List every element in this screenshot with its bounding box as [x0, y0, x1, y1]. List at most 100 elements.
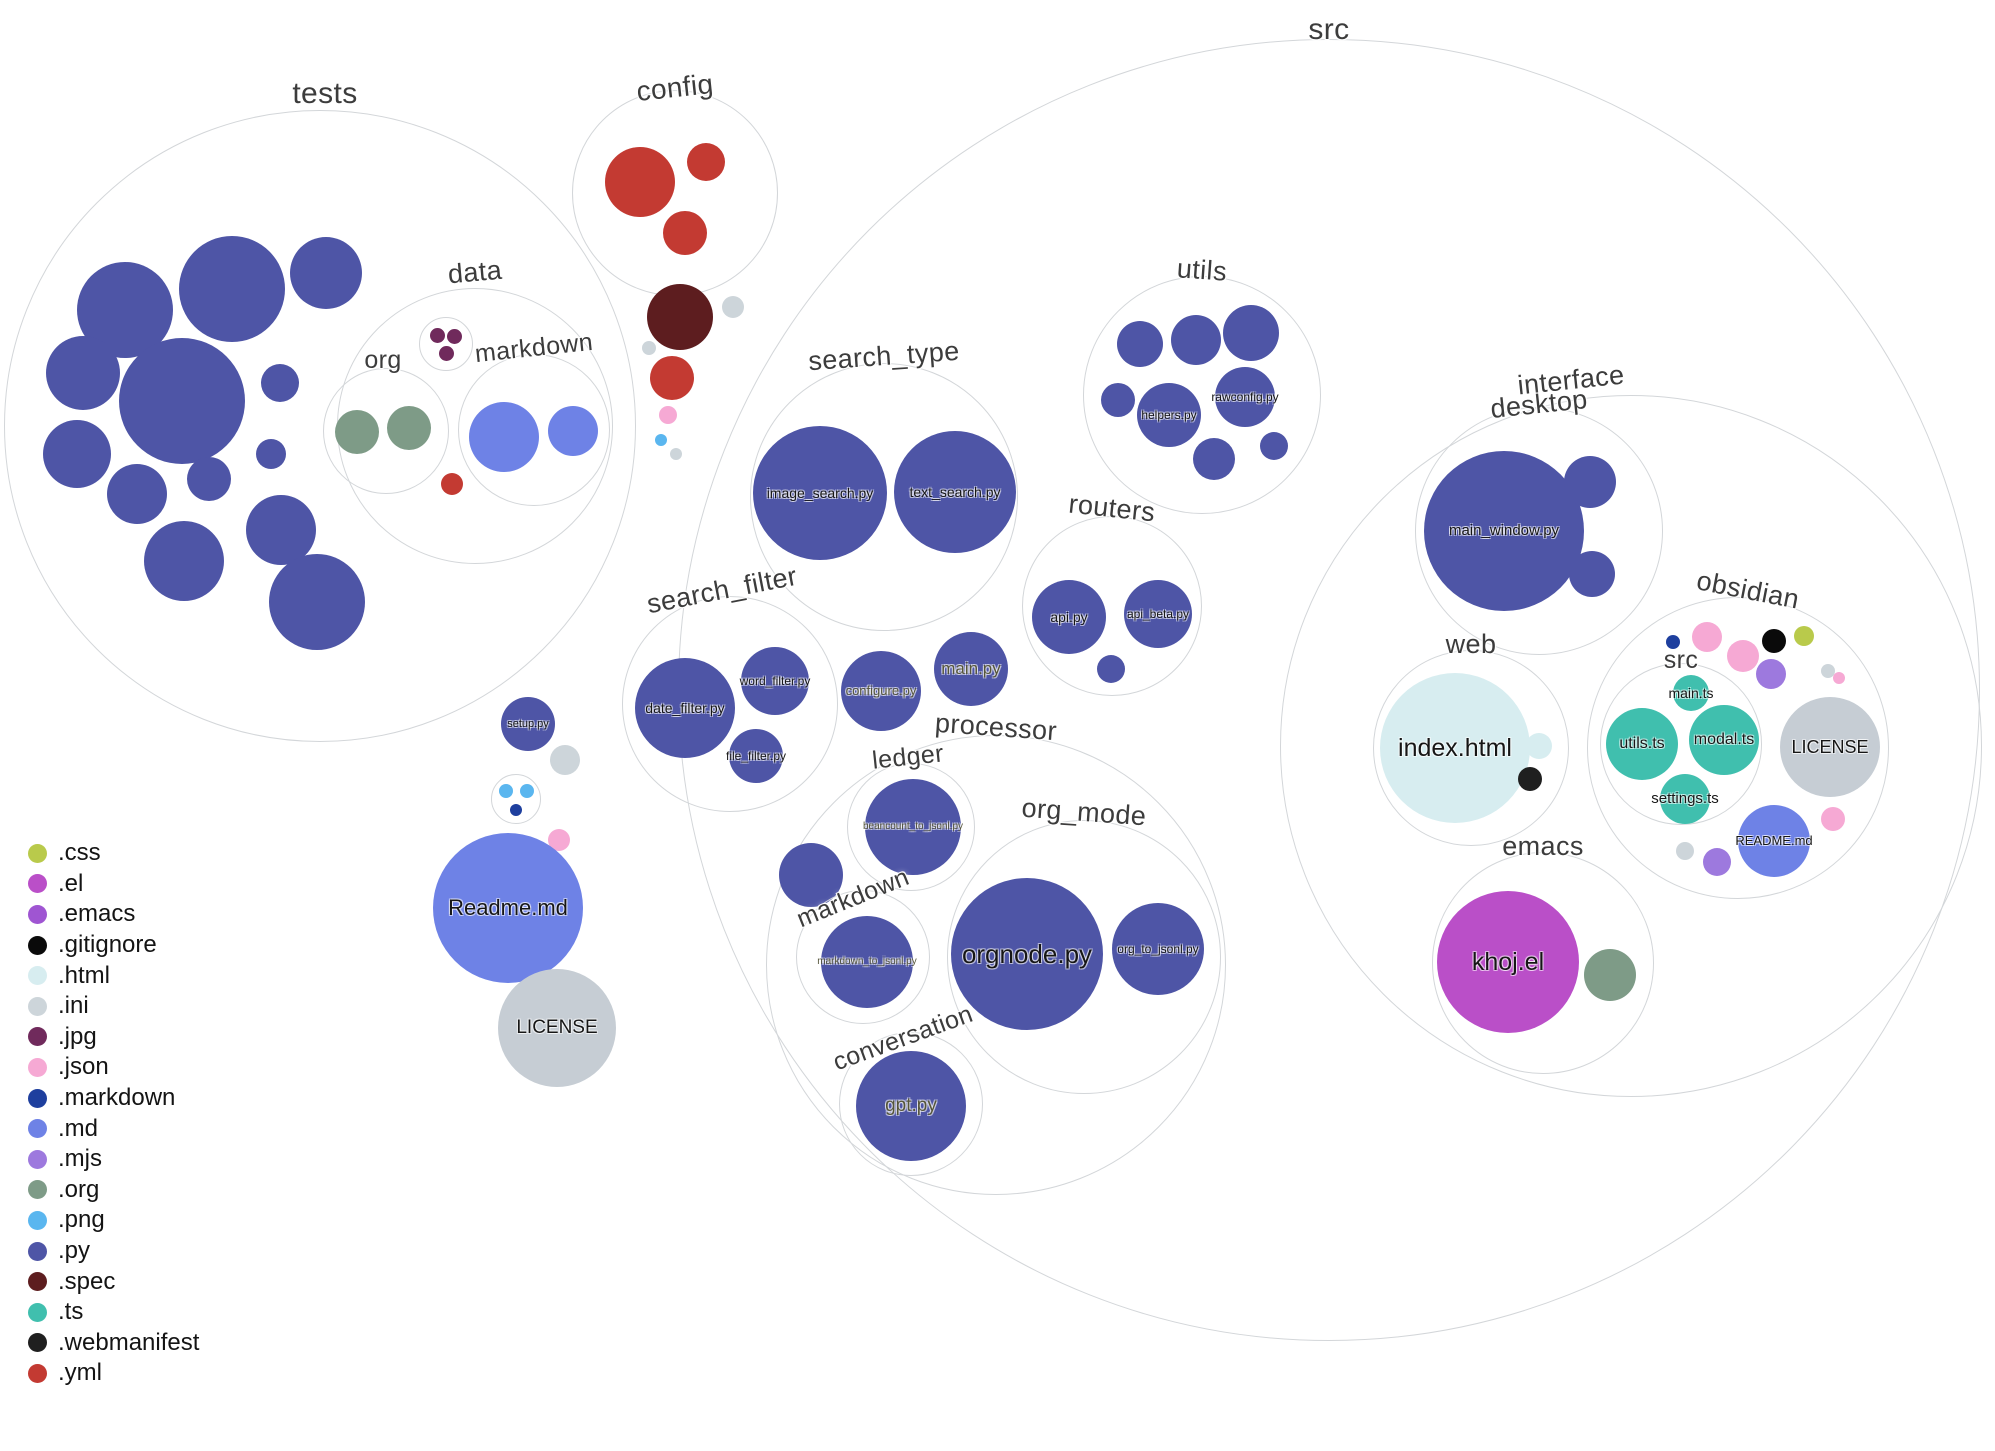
file-root-json-2	[548, 829, 570, 851]
legend-item-html: .html	[28, 960, 199, 991]
legend-label: .png	[58, 1206, 105, 1234]
file-utils-py-4	[1101, 383, 1135, 417]
file-tests-py-8	[107, 464, 167, 524]
dir-processor-markdown	[796, 890, 930, 1024]
file-data-yml	[441, 473, 463, 495]
file-data-jpg-3	[438, 345, 454, 361]
file-obsidian-json-3	[1833, 672, 1845, 684]
dir-config	[572, 90, 778, 296]
file-gpt-py	[856, 1051, 966, 1161]
file-utils-ts	[1606, 708, 1678, 780]
file-root-json-1	[659, 406, 677, 424]
file-obsidian-gitignore	[1762, 629, 1786, 653]
file-index-html	[1380, 673, 1530, 823]
file-config-yml-1	[605, 147, 675, 217]
legend-label: .el	[58, 869, 84, 897]
legend-item-spec: .spec	[28, 1266, 199, 1297]
file-data-md-1	[469, 402, 539, 472]
file-date-filter-py	[635, 658, 735, 758]
legend-item-md: .md	[28, 1113, 199, 1144]
file-root-png-1	[655, 434, 667, 446]
file-utils-py-2	[1171, 315, 1221, 365]
dir-emacs	[1432, 852, 1654, 1074]
el-color-dot	[28, 874, 47, 894]
file-utils-py-6	[1260, 432, 1288, 460]
file-image-search-py	[753, 426, 887, 560]
dir-ledger	[847, 763, 975, 891]
dir-tests	[4, 110, 636, 742]
file-root-ini-4	[550, 745, 580, 775]
file-root-ini-3	[670, 448, 682, 460]
file-setup-py	[501, 697, 555, 751]
file-obsidian-css	[1794, 626, 1814, 646]
file-utils-py-3	[1223, 305, 1279, 361]
file-word-filter-py	[741, 647, 809, 715]
dir-desktop	[1415, 407, 1663, 655]
file-obsidian-ini-1	[1821, 664, 1835, 678]
legend-item-jpg: .jpg	[28, 1022, 199, 1053]
file-license-obsidian	[1780, 697, 1880, 797]
legend: .css .el .emacs .gitignore .html .ini .jpg .jso…	[28, 838, 199, 1389]
gitignore-color-dot	[28, 935, 47, 955]
py-color-dot	[28, 1241, 47, 1261]
legend-label: .json	[58, 1053, 109, 1081]
dir-obsidian	[1587, 597, 1889, 899]
legend-item-png: .png	[28, 1205, 199, 1236]
dir-conversation	[839, 1032, 983, 1176]
legend-item-gitignore: .gitignore	[28, 930, 199, 961]
file-settings-ts	[1660, 774, 1710, 824]
md-color-dot	[28, 1119, 47, 1139]
file-routers-py-1	[1097, 655, 1125, 683]
file-tests-py-7	[43, 420, 111, 488]
file-web-html-1	[1526, 733, 1552, 759]
legend-item-css: .css	[28, 838, 199, 869]
file-root-ini-1	[722, 296, 744, 318]
dir-interface	[1280, 395, 1982, 1097]
legend-label: .spec	[58, 1267, 116, 1295]
legend-label: .webmanifest	[58, 1328, 200, 1356]
file-desktop-py-1	[1564, 456, 1616, 508]
file-khoj-el	[1437, 891, 1579, 1033]
file-readme-md	[433, 833, 583, 983]
legend-label: .emacs	[58, 900, 136, 928]
file-config-yml-3	[663, 211, 707, 255]
dir-processor	[766, 735, 1226, 1195]
ts-color-dot	[28, 1302, 47, 1322]
file-org-to-jsonl-py	[1112, 903, 1204, 995]
file-config-yml-2	[687, 143, 725, 181]
file-helpers-py	[1137, 383, 1201, 447]
file-root-png-3	[520, 784, 534, 798]
file-api-py	[1032, 580, 1106, 654]
file-main-ts	[1673, 675, 1709, 711]
legend-label: .yml	[58, 1359, 102, 1387]
file-tests-py-2	[179, 236, 285, 342]
file-license-root	[498, 969, 616, 1087]
dir-web	[1373, 650, 1569, 846]
legend-label: .py	[58, 1237, 91, 1265]
file-data-md-2	[548, 406, 598, 456]
file-root-yml	[650, 356, 694, 400]
legend-item-webmanifest: .webmanifest	[28, 1328, 199, 1359]
legend-label: .html	[58, 961, 111, 989]
legend-item-yml: .yml	[28, 1358, 199, 1389]
file-tests-py-4	[46, 336, 120, 410]
file-obsidian-json-1	[1692, 622, 1722, 652]
legend-item-py: .py	[28, 1236, 199, 1267]
legend-item-mjs: .mjs	[28, 1144, 199, 1175]
file-utils-py-5	[1193, 438, 1235, 480]
dir-org-mode	[947, 820, 1221, 1094]
file-configure-py	[841, 651, 921, 731]
legend-item-ini: .ini	[28, 991, 199, 1022]
file-obsidian-ini-2	[1676, 842, 1694, 860]
markdown-color-dot	[28, 1088, 47, 1108]
file-tests-py-9	[187, 457, 231, 501]
file-tests-py-3	[290, 237, 362, 309]
ini-color-dot	[28, 996, 47, 1016]
legend-label: .ini	[58, 992, 89, 1020]
file-emacs-org	[1584, 949, 1636, 1001]
file-text-search-py	[894, 431, 1016, 553]
legend-label: .jpg	[58, 1022, 97, 1050]
spec-color-dot	[28, 1272, 47, 1292]
file-obsidian-mjs-1	[1756, 659, 1786, 689]
